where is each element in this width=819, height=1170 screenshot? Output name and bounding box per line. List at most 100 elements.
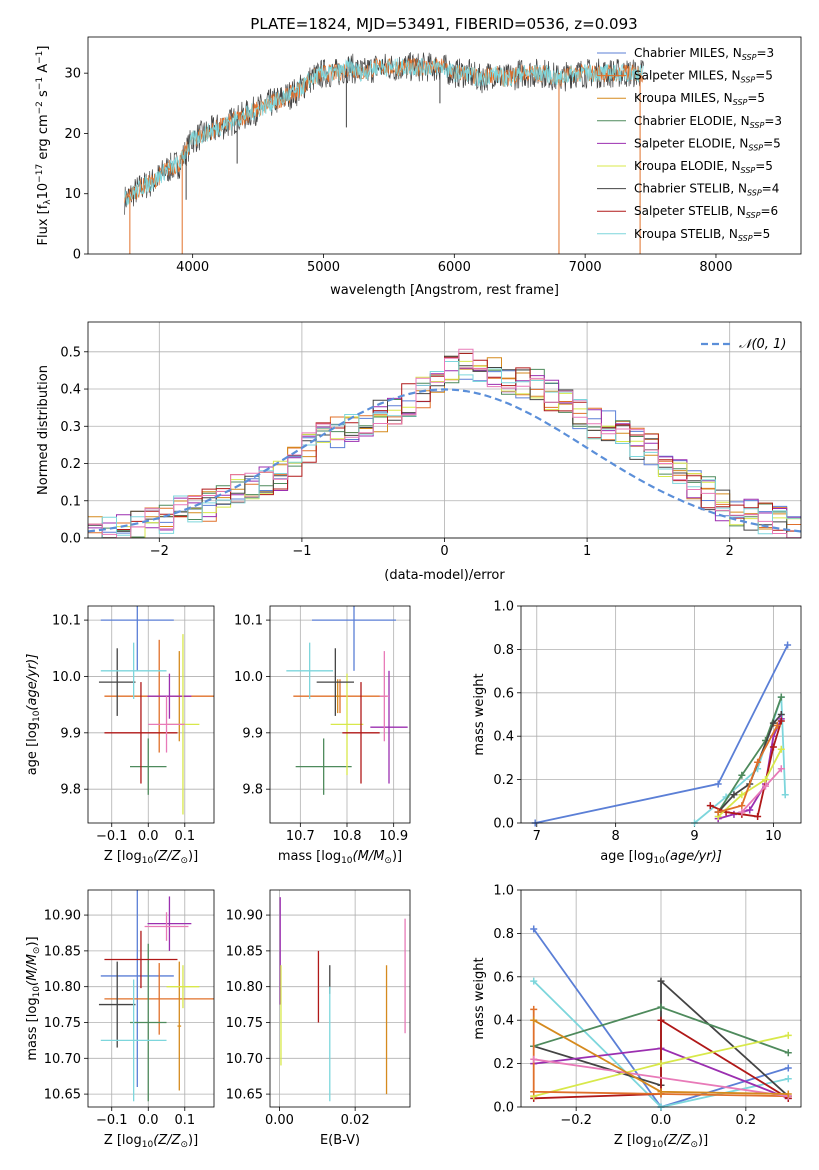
mass-vs-EBV-xlabel: E(B-V) xyxy=(320,1133,360,1148)
spectrum-line-8 xyxy=(124,57,644,206)
mass-weight-vs-Z-frame xyxy=(520,889,802,1108)
y-tick-label: 0.5 xyxy=(60,345,81,360)
mass-weight-vs-age-xlabel: age [log10(age/yr)] xyxy=(600,849,722,866)
age-vs-Z-ylabel: age [log10(age/yr)] xyxy=(25,654,42,776)
x-tick-label: 6000 xyxy=(438,260,471,275)
y-tick-label: 0.0 xyxy=(493,1101,514,1116)
x-tick-label: −1 xyxy=(292,544,311,559)
x-tick-label: 7 xyxy=(533,829,541,844)
y-tick-label: 0.2 xyxy=(493,1057,514,1072)
weight-line-1 xyxy=(532,1009,789,1098)
y-tick-label: 0.2 xyxy=(60,457,81,472)
y-tick-label: 0.8 xyxy=(493,927,514,942)
weight-marker xyxy=(738,808,746,816)
legend-entry: Salpeter STELIB, NSSP=6 xyxy=(634,204,778,220)
y-tick-label: 0.0 xyxy=(493,817,514,832)
weight-line-3 xyxy=(717,696,783,813)
weight-marker xyxy=(754,812,762,820)
y-tick-label: 9.8 xyxy=(242,783,263,798)
hist-xlabel: (data-model)/error xyxy=(384,568,505,583)
x-tick-label: −2 xyxy=(150,544,169,559)
weight-marker xyxy=(530,1016,538,1024)
y-tick-label: 20 xyxy=(64,127,81,142)
figure: PLATE=1824, MJD=53491, FIBERID=0536, z=0… xyxy=(25,15,802,1150)
age-vs-mass-frame xyxy=(269,605,411,824)
weight-marker xyxy=(657,1060,665,1068)
figure-title: PLATE=1824, MJD=53491, FIBERID=0536, z=0… xyxy=(250,15,637,33)
weight-marker xyxy=(781,791,789,799)
weight-marker xyxy=(657,1088,665,1096)
y-tick-label: 10.75 xyxy=(226,1016,263,1031)
weight-line-5 xyxy=(717,748,783,818)
x-tick-label: −0.1 xyxy=(96,1113,128,1128)
x-tick-label: 5000 xyxy=(307,260,340,275)
weight-marker xyxy=(762,782,770,790)
y-tick-label: 0.2 xyxy=(493,773,514,788)
y-tick-label: 10.85 xyxy=(226,944,263,959)
y-tick-label: 10.70 xyxy=(226,1052,263,1067)
mass-weight-vs-age-ylabel: mass weight xyxy=(472,673,487,755)
weight-marker xyxy=(754,758,762,766)
age-vs-Z-axes: −0.1 0.0 0.1 9.8 9.9 10.0 10.1 Z [log10(Z/Z⊙)] a… xyxy=(25,605,215,866)
weight-marker xyxy=(714,780,722,788)
gaussian-curve xyxy=(87,388,802,533)
x-tick-label: 0.1 xyxy=(174,1113,195,1128)
spectrum-frame xyxy=(87,36,802,255)
weight-marker xyxy=(730,791,738,799)
x-tick-label: 0.0 xyxy=(138,1113,159,1128)
mass-vs-Z-ylabel: mass [log10(M/M⊙)] xyxy=(25,936,42,1060)
weight-marker xyxy=(657,1016,665,1024)
weight-marker xyxy=(530,1055,538,1063)
weight-marker xyxy=(784,1031,792,1039)
y-tick-label: 0 xyxy=(73,248,81,263)
y-tick-label: 0.0 xyxy=(60,532,81,547)
x-tick-label: 0.0 xyxy=(138,829,159,844)
weight-marker xyxy=(784,1075,792,1083)
y-tick-label: 30 xyxy=(64,67,81,82)
y-tick-label: 1.0 xyxy=(493,884,514,899)
x-tick-label: 0.02 xyxy=(341,1113,370,1128)
weight-marker xyxy=(762,776,770,784)
legend-entry: Kroupa ELODIE, NSSP=5 xyxy=(634,159,773,175)
y-tick-label: 10 xyxy=(64,187,81,202)
x-tick-label: 10 xyxy=(765,829,782,844)
age-vs-Z-xlabel: Z [log10(Z/Z⊙)] xyxy=(104,849,198,866)
mass-weight-vs-age-axes: 7 8 9 10 0.0 0.2 0.4 0.6 0.8 1.0 age [log10(age/yr… xyxy=(472,600,802,866)
legend-entry: Chabrier STELIB, NSSP=4 xyxy=(634,182,779,198)
spectrum-xlabel: wavelength [Angstrom, rest frame] xyxy=(330,283,559,298)
x-tick-label: 0.2 xyxy=(736,1113,757,1128)
x-tick-label: 0.1 xyxy=(174,829,195,844)
weight-line-8 xyxy=(693,696,787,824)
spectrum-ylabel: Flux [fλ10−17 erg cm−2 s−1 A−1] xyxy=(35,46,53,246)
x-tick-label: 10.8 xyxy=(333,829,362,844)
x-tick-label: 0.00 xyxy=(265,1113,294,1128)
weight-marker xyxy=(714,808,722,816)
weight-marker xyxy=(738,771,746,779)
y-tick-label: 0.4 xyxy=(493,1014,514,1029)
y-tick-label: 1.0 xyxy=(493,600,514,615)
weight-marker xyxy=(784,1064,792,1072)
hist-frame xyxy=(87,321,802,539)
weight-line-9 xyxy=(533,1058,789,1098)
gaussian-legend-label: 𝒩(0, 1) xyxy=(739,337,786,352)
y-tick-label: 0.6 xyxy=(493,970,514,985)
y-tick-label: 10.0 xyxy=(234,670,263,685)
weight-marker xyxy=(738,802,746,810)
y-tick-label: 0.8 xyxy=(493,643,514,658)
y-tick-label: 9.9 xyxy=(242,726,263,741)
y-tick-label: 0.1 xyxy=(60,494,81,509)
residual-histogram-axes: −2 −1 0 1 2 0.0 0.1 0.2 0.3 0.4 0.5 (data-model)/er… xyxy=(36,321,802,583)
weight-marker xyxy=(777,745,785,753)
weight-marker xyxy=(784,1049,792,1057)
y-tick-label: 0.4 xyxy=(60,383,81,398)
weight-marker xyxy=(773,721,781,729)
weight-marker xyxy=(777,765,785,773)
y-tick-label: 9.8 xyxy=(60,783,81,798)
weight-marker xyxy=(769,719,777,727)
legend-entry: Salpeter MILES, NSSP=5 xyxy=(634,69,773,85)
weight-marker xyxy=(746,806,754,814)
legend-entry: Chabrier ELODIE, NSSP=3 xyxy=(634,114,782,130)
y-tick-label: 10.65 xyxy=(44,1088,81,1103)
y-tick-label: 10.70 xyxy=(44,1052,81,1067)
